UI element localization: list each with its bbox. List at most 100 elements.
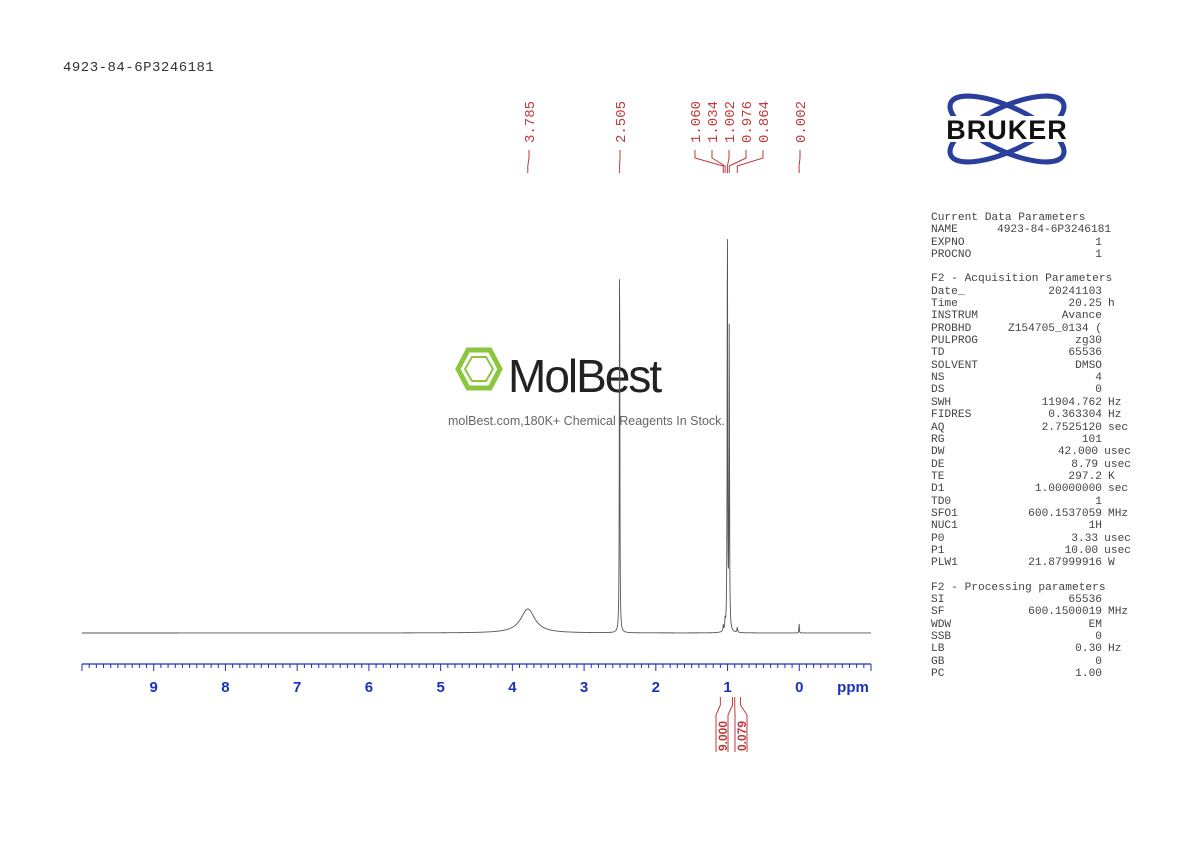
peak-label: 0.976: [740, 101, 756, 143]
param-key: GB: [931, 655, 945, 668]
spectrum-line: [82, 239, 871, 634]
watermark-tagline: molBest.com,180K+ Chemical Reagents In S…: [448, 414, 725, 428]
param-value: 600.1537059: [1028, 507, 1102, 520]
param-unit: usec: [1104, 532, 1131, 545]
param-key: RG: [931, 433, 945, 446]
peak-label-leader: [736, 150, 764, 173]
molbest-watermark: MolBest: [455, 347, 664, 400]
param-value: 1H: [1088, 520, 1102, 533]
param-unit: usec: [1104, 446, 1131, 459]
param-unit: [1102, 237, 1108, 249]
param-value: 0: [1095, 655, 1102, 668]
param-row: AQ 2.7525120 sec: [931, 422, 1131, 434]
param-value: 1: [1095, 236, 1102, 249]
param-unit: [1102, 668, 1108, 680]
param-key: Time: [931, 298, 958, 311]
param-unit: [1102, 434, 1108, 446]
x-axis-label: ppm: [837, 679, 869, 696]
param-value: 4923-84-6P3246181: [997, 224, 1112, 237]
param-value: 1.00: [1075, 668, 1102, 681]
param-key: SWH: [931, 396, 952, 409]
x-tick-label: 4: [508, 679, 517, 696]
param-key: NAME: [931, 224, 958, 237]
param-key: LB: [931, 643, 945, 656]
param-unit: [1102, 372, 1108, 384]
param-value: Z154705_0134 (: [1008, 322, 1102, 335]
param-unit: [1102, 520, 1108, 532]
molbest-brand: MolBest: [508, 350, 662, 400]
param-row: TE 297.2 K: [931, 471, 1131, 483]
param-value: 2.7525120: [1041, 421, 1102, 434]
param-unit: [1102, 335, 1108, 347]
param-key: SF: [931, 606, 945, 619]
param-row: PLW1 21.87999916 W: [931, 557, 1131, 569]
param-key: SFO1: [931, 507, 958, 520]
param-row: Time 20.25 h: [931, 298, 1131, 310]
param-row: DW 42.000 usec: [931, 446, 1131, 458]
acquisition-parameters: Current Data Parameters NAME 4923-84-6P324…: [931, 212, 1131, 680]
param-key: P1: [931, 544, 945, 557]
param-key: SOLVENT: [931, 359, 978, 372]
bruker-logo-text: BRUKER: [946, 115, 1068, 145]
x-tick-label: 2: [652, 679, 660, 696]
param-unit: usec: [1104, 544, 1131, 557]
param-section-heading: F2 - Acquisition Parameters: [931, 273, 1113, 286]
peak-label: 3.785: [523, 101, 539, 143]
param-value: 0: [1095, 384, 1102, 397]
param-key: DE: [931, 458, 945, 471]
param-row: PROBHD Z154705_0134 (: [931, 323, 1131, 335]
param-row: WDW EM: [931, 619, 1131, 631]
peak-label-leader: [798, 150, 801, 173]
param-row: TD0 1: [931, 496, 1131, 508]
param-value: 3.33: [1071, 532, 1099, 545]
param-key: EXPNO: [931, 236, 965, 249]
param-value: 297.2: [1068, 470, 1102, 483]
param-value: 20.25: [1068, 298, 1102, 311]
bruker-logo: BRUKER: [925, 93, 1093, 165]
param-key: NUC1: [931, 520, 958, 533]
param-key: TE: [931, 470, 945, 483]
param-row: SF 600.1500019 MHz: [931, 606, 1131, 618]
param-unit: [1102, 656, 1108, 668]
x-tick-label: 7: [293, 679, 301, 696]
param-value: zg30: [1075, 335, 1102, 348]
param-row: SWH 11904.762 Hz: [931, 397, 1131, 409]
param-row: PULPROG zg30: [931, 335, 1131, 347]
param-unit: [1102, 619, 1108, 631]
x-tick-label: 8: [221, 679, 229, 696]
param-value: 0.363304: [1048, 409, 1102, 422]
param-key: P0: [931, 532, 945, 545]
param-row: LB 0.30 Hz: [931, 643, 1131, 655]
param-unit: K: [1108, 470, 1115, 483]
param-unit: MHz: [1108, 606, 1129, 619]
param-unit: [1102, 224, 1108, 236]
param-row: NS 4: [931, 372, 1131, 384]
param-unit: usec: [1104, 458, 1131, 471]
integral-value: 9.000: [716, 721, 730, 751]
param-row: INSTRUM Avance: [931, 310, 1131, 322]
param-value: 4: [1095, 372, 1102, 385]
param-value: 101: [1081, 433, 1102, 446]
param-row: DS 0: [931, 384, 1131, 396]
param-unit: [1102, 384, 1108, 396]
x-tick-label: 0: [795, 679, 803, 696]
param-unit: [1102, 249, 1108, 261]
param-unit: sec: [1108, 483, 1129, 496]
x-tick-label: 3: [580, 679, 588, 696]
peak-label-leader: [694, 150, 724, 173]
param-key: PLW1: [931, 557, 958, 570]
param-key: SSB: [931, 631, 952, 643]
nmr-spectrum-chart: 3.785 2.505 1.060 1.034 1.002 0.976 0.864 0.002…: [81, 101, 872, 752]
param-unit: Hz: [1108, 643, 1122, 656]
param-row: NAME 4923-84-6P3246181: [931, 224, 1131, 236]
param-unit: Hz: [1108, 409, 1122, 422]
peak-label-leader: [711, 150, 726, 173]
param-value: 1: [1095, 249, 1102, 262]
peak-label: 0.002: [794, 101, 810, 143]
param-key: FIDRES: [931, 409, 972, 422]
param-key: INSTRUM: [931, 310, 978, 323]
param-row: RG 101: [931, 434, 1131, 446]
integral-bracket: [734, 697, 748, 752]
param-value: 0: [1095, 631, 1102, 643]
